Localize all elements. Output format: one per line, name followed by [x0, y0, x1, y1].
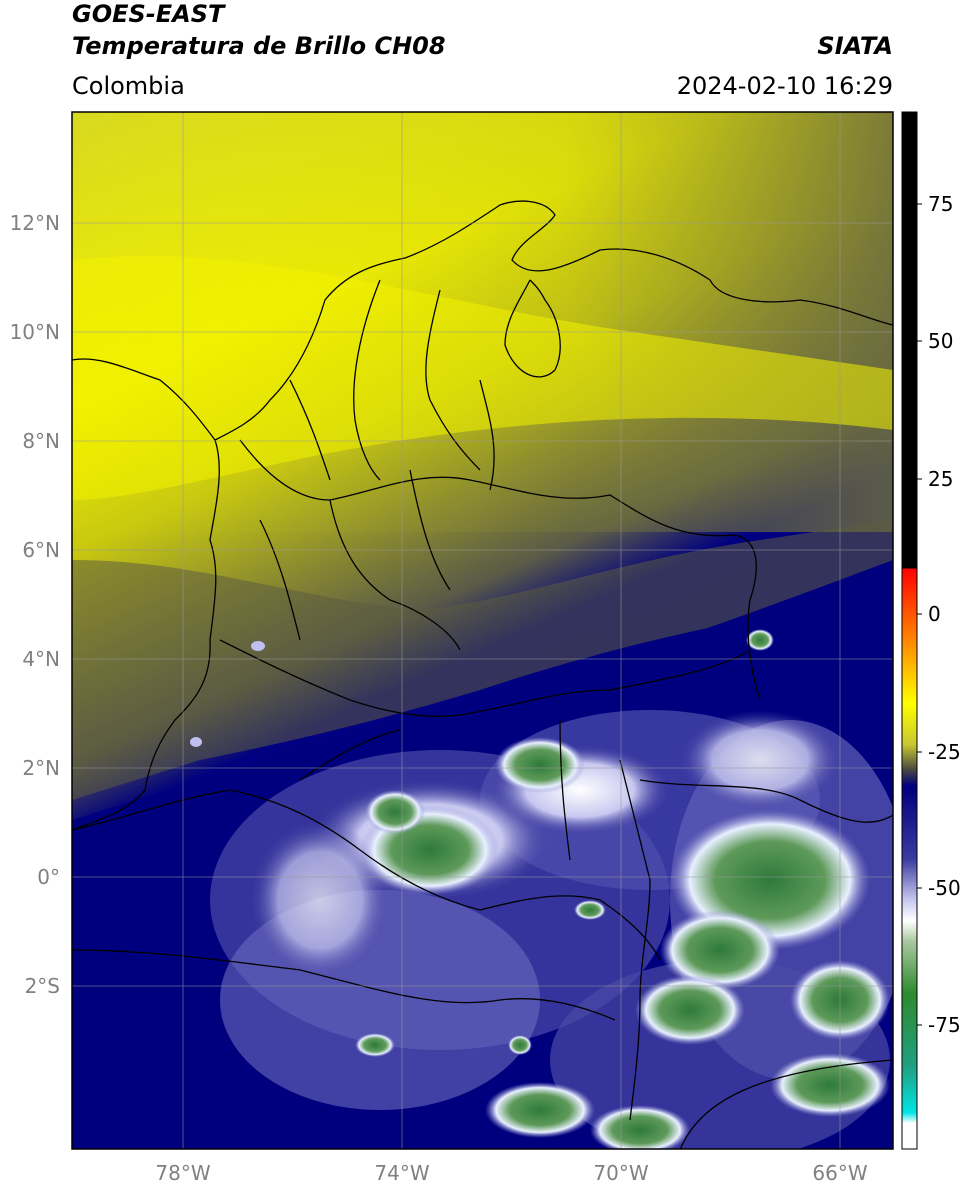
colorbar-tick-label: -25: [928, 740, 961, 764]
lat-label: 6°N: [22, 538, 60, 562]
lon-label: 74°W: [374, 1161, 429, 1185]
product-title: Temperatura de Brillo CH08: [72, 32, 446, 60]
longitude-labels: 78°W 74°W 70°W 66°W: [155, 1161, 867, 1185]
colorbar-tick-label: 50: [928, 329, 953, 353]
lon-label: 70°W: [593, 1161, 648, 1185]
region-label: Colombia: [72, 72, 185, 100]
datetime-label: 2024-02-10 16:29: [676, 72, 893, 100]
brightness-temperature-field: [72, 112, 893, 1149]
lat-label: 10°N: [10, 320, 60, 344]
colorbar-tick-label: 0: [928, 602, 941, 626]
latitude-labels: 12°N 10°N 8°N 6°N 4°N 2°N 0° 2°S: [10, 211, 60, 998]
lat-label: 2°N: [22, 756, 60, 780]
lat-label: 2°S: [25, 974, 60, 998]
colorbar-tick-label: -50: [928, 876, 961, 900]
map-frame: [71, 111, 894, 1150]
colorbar-gradient: [901, 111, 918, 1150]
colorbar-tick-label: -75: [928, 1013, 961, 1037]
colorbar-tick-label: 25: [928, 467, 953, 491]
lon-label: 66°W: [812, 1161, 867, 1185]
graticule: [72, 112, 893, 1149]
lat-label: 12°N: [10, 211, 60, 235]
satellite-title: GOES-EAST: [72, 0, 225, 28]
source-label: SIATA: [817, 32, 893, 60]
lat-label: 4°N: [22, 647, 60, 671]
lon-label: 78°W: [155, 1161, 210, 1185]
colorbar: 75 50 25 0 -25 -50 -75: [901, 111, 961, 1150]
colorbar-tick-label: 75: [928, 192, 953, 216]
lat-label: 0°: [37, 865, 60, 889]
lat-label: 8°N: [22, 429, 60, 453]
